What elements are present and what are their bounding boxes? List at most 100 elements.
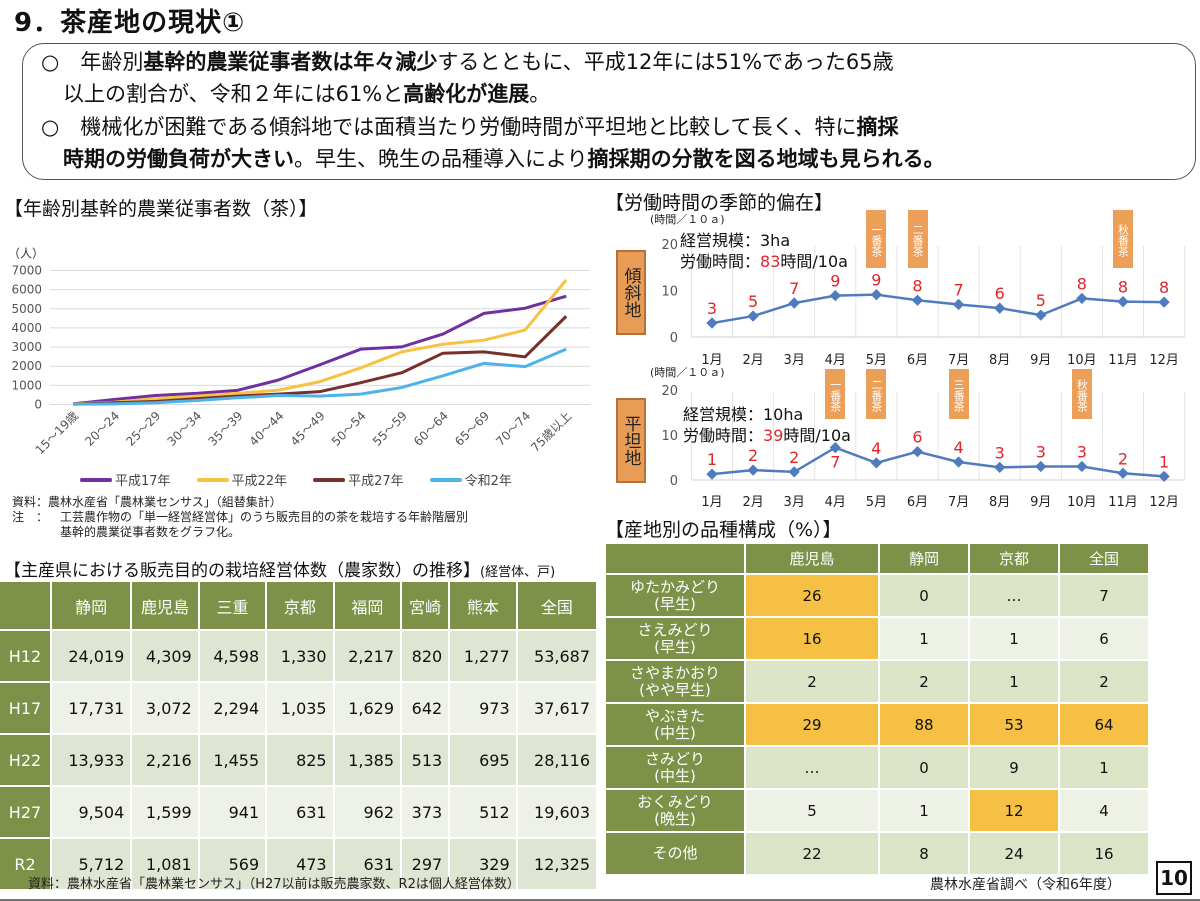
variety-table-header: 鹿児島 [746,544,878,573]
table-cell: 53,687 [517,631,596,681]
legend-swatch [429,477,462,482]
y-tick-label: 3000 [11,340,42,354]
x-tick-label: 50～54 [329,409,369,449]
y-tick-label: 10 [661,285,678,300]
summary-text-run: 以上の割合が、令和２年には61%と [63,82,404,106]
farm-table-header [0,582,50,629]
table-cell: 1 [1059,747,1148,788]
table-cell: 64 [1059,704,1148,745]
season-tag: 二番茶 [866,369,887,419]
flat-info: 経営規模：10ha 労働時間：39時間/10a [683,404,851,446]
x-tick-label: 8月 [989,495,1010,510]
table-cell: 373 [402,787,449,837]
x-tick-label: 2月 [742,353,763,368]
data-label: 6 [995,284,1005,303]
x-tick-label: 10月 [1067,353,1097,368]
flat-hours-label: 労働時間：39時間/10a [683,426,851,445]
summary-line-2: 以上の割合が、令和２年には61%と高齢化が進展。 [63,84,550,105]
y-axis-unit: (時間／１０ａ) [650,366,725,379]
slope-terrain-tag: 傾斜地 [616,250,646,335]
data-point-marker [911,445,924,458]
table-row: R2 5,712 1,081 569 473 631 297 329 12,325 [0,839,596,889]
season-tag: 一番茶 [825,369,846,419]
variety-table-header: 静岡 [879,544,968,573]
x-tick-label: 10月 [1067,495,1097,510]
series-line-平成22年 [72,278,568,406]
y-axis-unit: （人） [8,247,44,261]
summary-text-run: ○ 年齢別 [41,50,144,74]
data-point-marker [1035,460,1047,473]
data-label: 1 [707,450,717,469]
legend-item: 平成27年 [313,470,404,489]
table-cell: 1,035 [267,683,333,733]
variety-table-title: 【産地別の品種構成（%）】 [605,519,842,541]
data-label: 5 [1036,291,1046,310]
table-cell: 2,294 [199,683,266,733]
x-tick-label: 60～64 [411,409,451,449]
summary-text-run: 摘採期の分散を図る地域も見られる。 [587,147,945,171]
table-cell: 24 [969,833,1058,874]
x-tick-label: 12月 [1149,495,1179,510]
table-cell: 9,504 [52,787,131,837]
data-point-marker [952,298,965,311]
table-cell: 9 [969,747,1058,788]
table-row: その他 22 8 24 16 [606,833,1148,874]
table-cell: 37,617 [517,683,596,733]
table-cell: 941 [199,787,266,837]
variety-name-cell: さみどり (中生) [606,747,744,788]
variety-name: やぶきた [644,706,705,725]
data-label: 5 [748,292,758,311]
table-cell: 1,629 [334,683,401,733]
x-tick-label: 65～69 [452,409,492,449]
variety-maturity: (早生) [654,594,696,613]
age-chart-note-line-2: 基幹的農業従事者数をグラフ化。 [60,525,241,539]
series-line-平成27年 [72,315,568,406]
x-tick-label: 45～49 [288,409,328,449]
variety-name-cell: その他 [606,833,744,874]
table-cell: 88 [879,704,968,745]
table-cell: 642 [402,683,449,733]
x-tick-label: 70～74 [493,409,533,449]
x-tick-label: 75歳以上 [528,409,574,455]
table-cell: 1,455 [199,735,266,785]
table-cell: 12,325 [517,839,596,889]
y-tick-label: 0 [670,474,678,489]
variety-table-header: 全国 [1059,544,1148,573]
variety-name: さやまかおり [629,663,720,682]
variety-name: おくみどり [637,792,713,811]
table-row: H17 17,731 3,072 2,294 1,035 1,629 642 973 37,61… [0,683,596,733]
data-point-marker [829,289,841,302]
data-label: 8 [1077,274,1087,293]
table-cell: 2 [1059,661,1148,702]
data-point-marker [994,461,1006,474]
farm-table-source: 資料：農林水産省「農林業センサス」（H27以前は販売農家数、R2は個人経営体数） [28,877,520,892]
data-point-marker [1076,460,1088,473]
labor-chart-title: 【労働時間の季節的偏在】 [605,192,834,214]
x-tick-label: 15～19歳 [33,409,81,457]
y-tick-label: 6000 [11,283,42,297]
data-point-marker [788,297,800,309]
table-cell: 329 [450,839,516,889]
variety-name-cell: おくみどり (晩生) [606,790,744,831]
table-cell: 973 [450,683,516,733]
data-point-marker [1158,296,1170,308]
y-tick-label: 0 [34,398,42,412]
table-cell: 1,385 [334,735,401,785]
summary-line-4: 時期の労働負荷が大きい。早生、晩生の品種導入により摘採期の分散を図る地域も見られ… [63,149,945,170]
data-point-marker [788,466,800,478]
table-row: さやまかおり (やや早生) 2 2 1 2 [606,661,1148,702]
table-cell: 7 [1059,575,1148,616]
legend-label: 令和2年 [464,474,512,489]
bottom-rule [0,899,1200,901]
legend-label: 平成27年 [348,474,404,489]
x-tick-label: 3月 [784,353,805,368]
legend-swatch [80,477,112,482]
table-cell: 6 [1059,618,1148,659]
x-tick-label: 7月 [948,495,969,510]
legend-swatch [196,477,229,482]
table-cell: 1 [879,618,968,659]
table-cell: 17,731 [52,683,131,733]
legend-swatch [313,477,346,482]
table-cell: 24,019 [52,631,131,681]
data-label: 7 [789,279,799,298]
